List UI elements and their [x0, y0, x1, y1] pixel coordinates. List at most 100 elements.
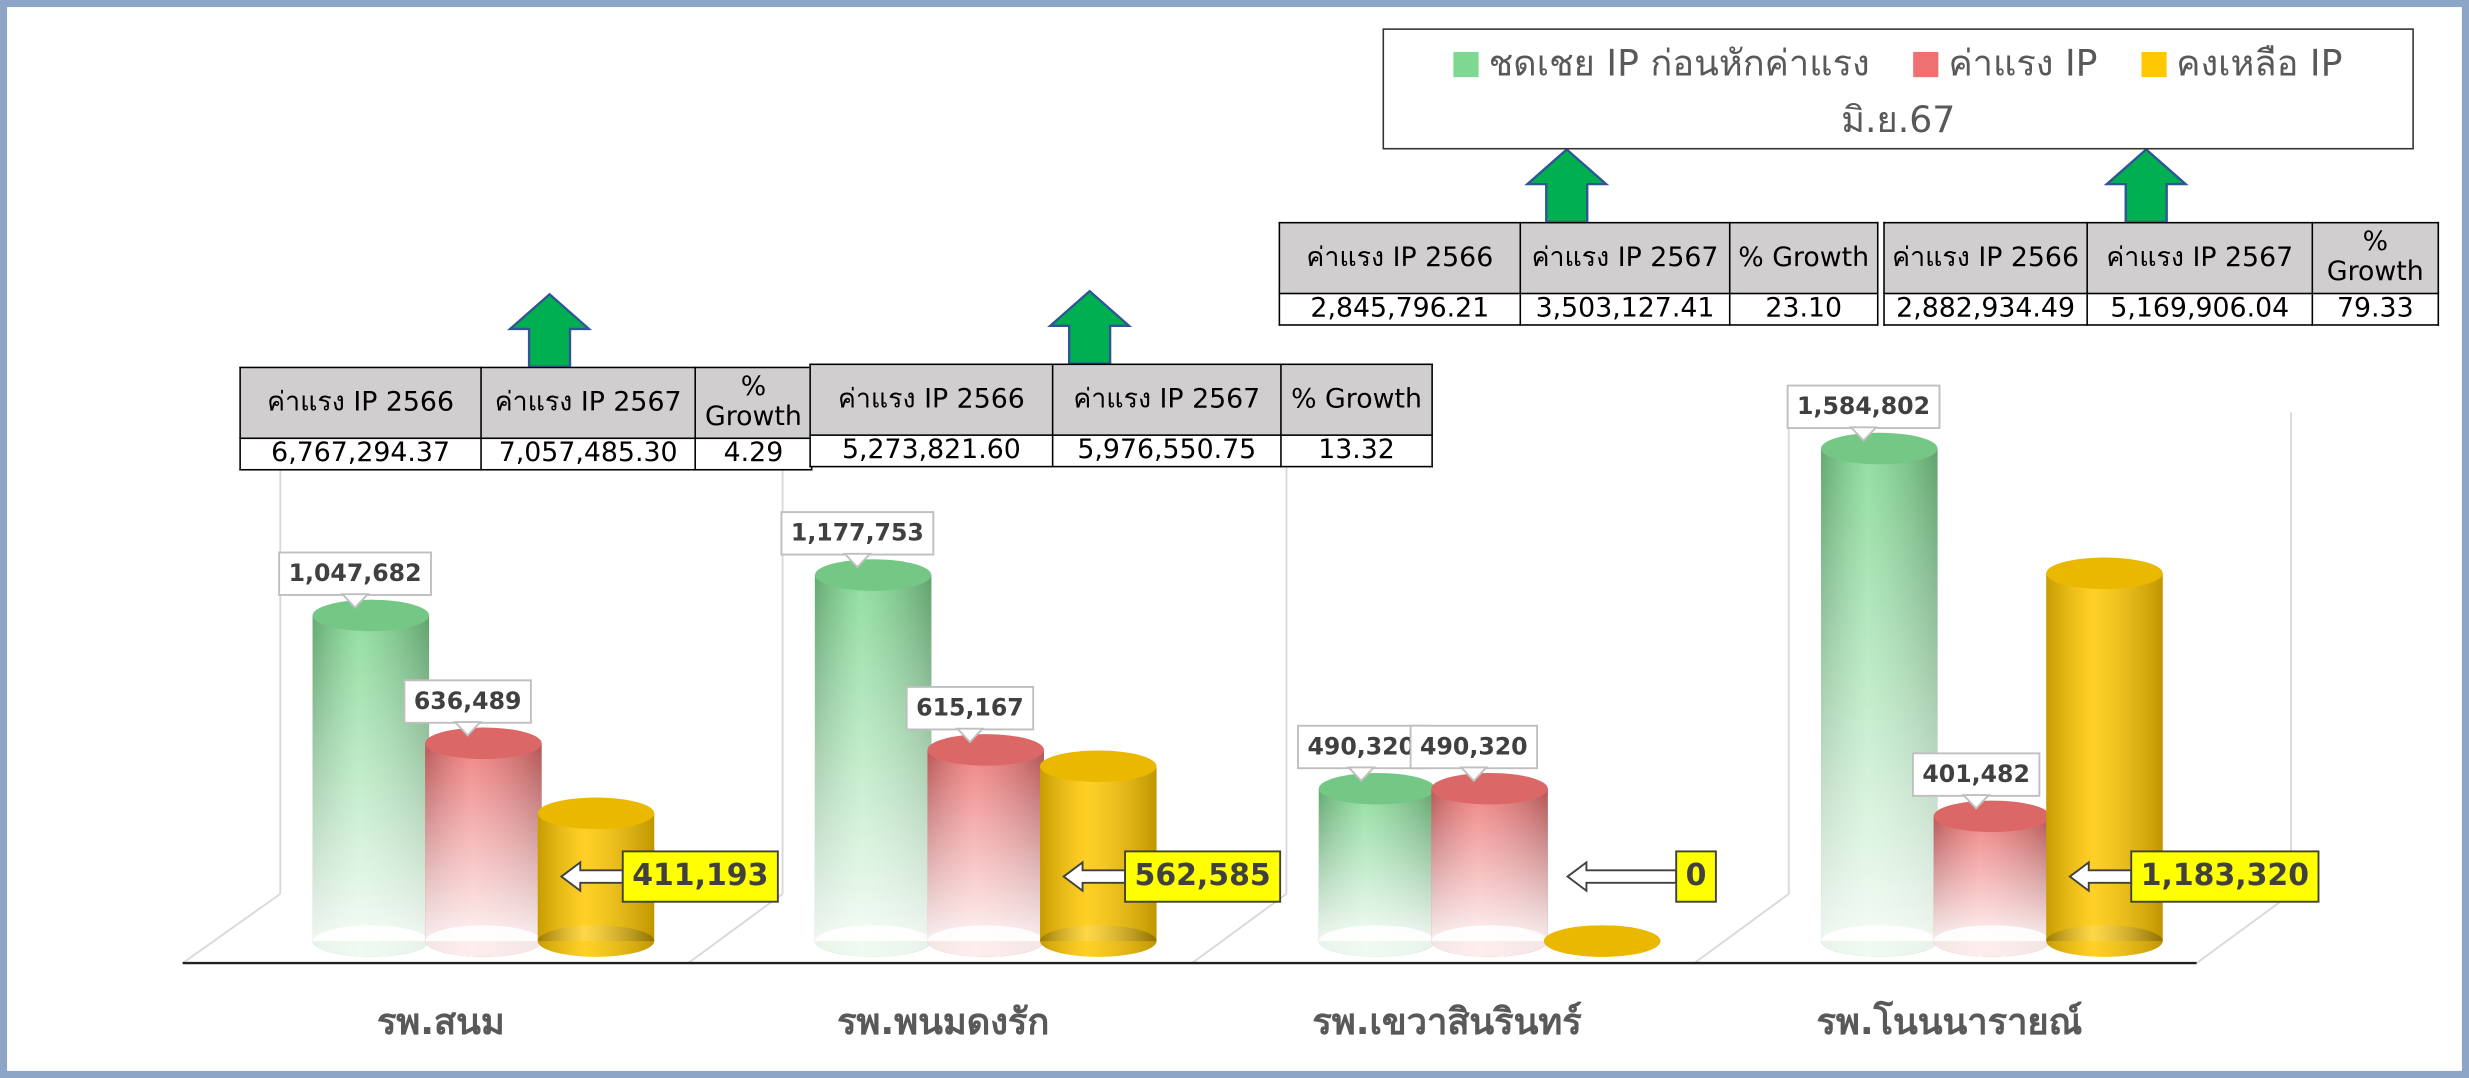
bar-fade — [1821, 448, 1938, 942]
table-row: 5,273,821.60 5,976,550.75 13.32 — [809, 434, 1433, 468]
legend-swatch — [2141, 51, 2167, 78]
table-header-cell: ค่าแรง IP 2567 — [2086, 221, 2314, 295]
bar-top — [312, 599, 430, 632]
table-cell: 3,503,127.41 — [1519, 292, 1731, 326]
data-label-pointer — [340, 593, 370, 609]
legend-label: ชดเชย IP ก่อนหักค่าแรง — [1488, 44, 1870, 85]
bar-top-shade — [2046, 557, 2163, 590]
data-table: ค่าแรง IP 2566 ค่าแรง IP 2567% Growth 5,27… — [809, 363, 1433, 468]
legend-swatch — [1453, 51, 1480, 78]
data-label-arrow — [1565, 860, 1678, 893]
data-table: ค่าแรง IP 2566 ค่าแรง IP 2567% Growth 6,76… — [239, 366, 813, 471]
bar-top-shade — [1543, 925, 1661, 957]
table-cell: 2,882,934.49 — [1883, 292, 2088, 326]
data-label: 562,585 — [1135, 858, 1271, 893]
table-cell: 13.32 — [1280, 434, 1433, 468]
table-row: 2,882,934.49 5,169,906.04 79.33 — [1883, 292, 2440, 326]
data-table: ค่าแรง IP 2566 ค่าแรง IP 2567% Growth 2,88… — [1883, 221, 2440, 326]
cylinder — [312, 599, 430, 957]
bar-top-shade — [1318, 772, 1436, 805]
table-cell: 6,767,294.37 — [239, 437, 482, 471]
data-label-box — [278, 551, 432, 596]
legend-row: ชดเชย IP ก่อนหักค่าแรง ค่าแรง IP คงเหลือ I… — [1384, 36, 2412, 93]
bar-fade — [814, 575, 932, 942]
bar-top — [2046, 557, 2163, 590]
bar-base-fade — [425, 925, 542, 957]
cylinder — [814, 559, 932, 957]
data-label-pointer — [955, 727, 985, 744]
data-label-box — [1911, 752, 2041, 797]
table-header-cell: ค่าแรง IP 2567 — [1051, 363, 1282, 436]
up-arrow — [2103, 147, 2189, 224]
table-cell: 5,169,906.04 — [2086, 292, 2314, 326]
table-header-cell: ค่าแรง IP 2567 — [1519, 221, 1731, 295]
x-tick-label: รพ.เขวาสินรินทร์ — [1312, 1002, 1582, 1044]
cylinder — [927, 734, 1044, 957]
table-header-cell: ค่าแรง IP 2567 — [480, 366, 696, 440]
data-label: 615,167 — [916, 693, 1024, 721]
table-cell: 4.29 — [694, 437, 813, 471]
bar-base-shade — [2046, 925, 2163, 957]
bar-top — [927, 734, 1044, 766]
up-arrow — [1524, 147, 1610, 224]
bar-fade — [425, 743, 542, 942]
bar-base-fade — [312, 925, 430, 957]
table-cell: 5,273,821.60 — [809, 434, 1054, 468]
bar-base-shade — [1040, 925, 1157, 957]
data-label-box — [905, 685, 1035, 731]
table-cell: 23.10 — [1728, 292, 1879, 326]
cylinder — [425, 727, 542, 957]
bar-top — [1431, 772, 1548, 805]
bar-base-fade — [814, 925, 932, 957]
bar-base-fade — [1431, 925, 1548, 957]
data-label-box — [621, 850, 779, 903]
data-label-box — [1675, 850, 1717, 903]
bar-base-fade — [927, 925, 1044, 957]
data-label-pointer — [452, 721, 483, 737]
table-cell: 5,976,550.75 — [1051, 434, 1282, 468]
x-tick-label: รพ.สนม — [376, 1002, 505, 1044]
data-label-box — [1297, 724, 1426, 770]
table-header-row: ค่าแรง IP 2566 ค่าแรง IP 2567% Growth — [1883, 221, 2440, 295]
legend-item: คงเหลือ IP — [2141, 44, 2343, 85]
bar-top — [425, 727, 542, 759]
legend-item: ค่าแรง IP — [1913, 44, 2098, 85]
data-label-pointer — [842, 552, 873, 569]
cylinder — [1431, 772, 1548, 957]
data-label: 1,183,320 — [2141, 858, 2309, 893]
data-label: 401,482 — [1922, 760, 2030, 788]
bar-fade — [312, 615, 430, 942]
bar-top-shade — [814, 559, 932, 591]
table-cell: 7,057,485.30 — [480, 437, 696, 471]
table-row: 6,767,294.37 7,057,485.30 4.29 — [239, 437, 813, 471]
bar-top-shade — [1933, 800, 2051, 833]
data-label-pointer — [1848, 426, 1879, 443]
bar-top — [1821, 432, 1938, 465]
table-cell: 79.33 — [2311, 292, 2440, 326]
table-header-cell: ค่าแรง IP 2566 — [1883, 221, 2088, 295]
table-header-row: ค่าแรง IP 2566 ค่าแรง IP 2567% Growth — [1278, 221, 1879, 295]
table-row: 2,845,796.21 3,503,127.41 23.10 — [1278, 292, 1879, 326]
data-label: 636,489 — [414, 687, 522, 715]
data-label-box — [403, 679, 532, 724]
bar-fade — [1318, 788, 1436, 942]
legend-label: คงเหลือ IP — [2176, 44, 2343, 85]
up-arrow — [1047, 289, 1133, 365]
bar-top-shade — [537, 797, 655, 830]
walls — [182, 412, 2293, 964]
legend-item: ชดเชย IP ก่อนหักค่าแรง — [1453, 44, 1870, 85]
cylinder — [1933, 800, 2051, 957]
cylinder — [1543, 925, 1661, 957]
data-table: ค่าแรง IP 2566 ค่าแรง IP 2567% Growth 2,84… — [1278, 221, 1879, 326]
bar-top-shade — [425, 727, 542, 759]
bar-base-fade — [1821, 925, 1938, 957]
data-label-box — [1124, 850, 1282, 903]
bar-top-shade — [927, 734, 1044, 766]
bar-base-fade — [1318, 925, 1436, 957]
bar-fade — [927, 749, 1044, 942]
legend-subtitle: มิ.ย.67 — [1841, 100, 1956, 142]
